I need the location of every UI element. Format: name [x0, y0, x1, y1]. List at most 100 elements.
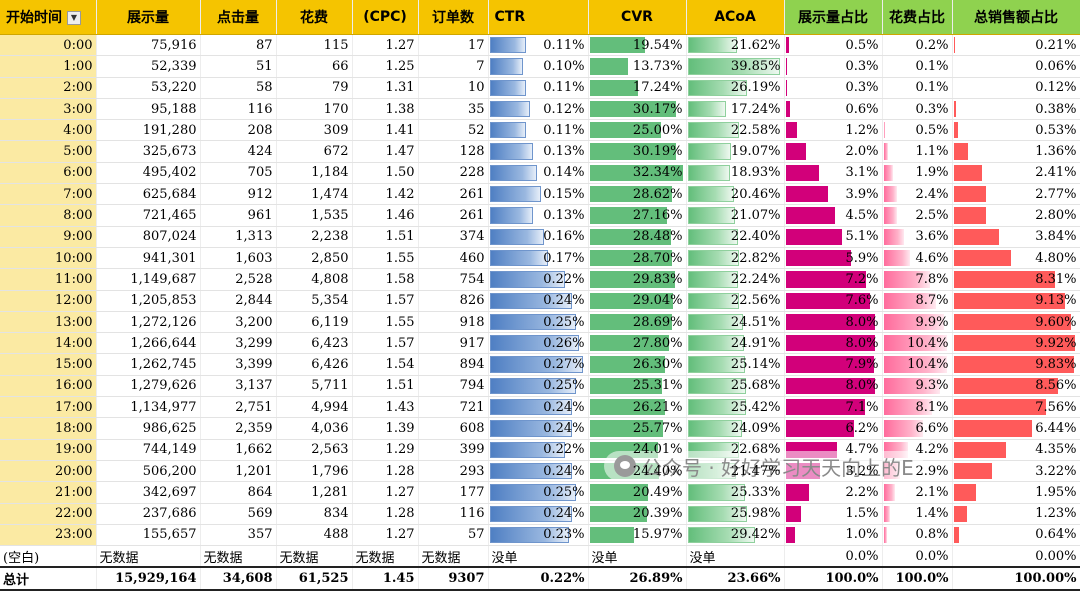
cell-impressions[interactable]: 342,697	[96, 481, 201, 504]
cell-impression-share[interactable]: 0.6%	[784, 98, 883, 121]
cell-ctr[interactable]: 0.17%	[488, 247, 589, 270]
cell-ctr[interactable]: 0.25%	[488, 311, 589, 334]
cell-sales-share[interactable]: 1.95%	[952, 481, 1080, 504]
total-cost[interactable]: 61,525	[276, 566, 353, 591]
cell-ctr[interactable]: 0.25%	[488, 375, 589, 398]
cell-orders[interactable]: 35	[418, 98, 489, 121]
cell-acoa[interactable]: 24.91%	[686, 332, 785, 355]
cell-orders[interactable]: 57	[418, 524, 489, 547]
cell-cvr[interactable]: 28.62%	[588, 183, 687, 206]
cell-time[interactable]: 15:00	[0, 353, 97, 376]
cell-sales-share[interactable]: 0.38%	[952, 98, 1080, 121]
cell-acoa[interactable]: 19.07%	[686, 140, 785, 163]
cell-impression-share[interactable]: 3.9%	[784, 183, 883, 206]
cell-cost[interactable]: 488	[276, 524, 353, 547]
cell-impressions[interactable]: 744,149	[96, 439, 201, 461]
cell-cost[interactable]: 834	[276, 503, 353, 525]
cell-impressions[interactable]: 95,188	[96, 98, 201, 121]
cell-cvr[interactable]: 25.31%	[588, 375, 687, 398]
cell-cvr[interactable]: 29.83%	[588, 268, 687, 291]
cell-ctr[interactable]: 0.12%	[488, 98, 589, 121]
cell-acoa[interactable]: 没单	[686, 545, 785, 568]
cell-impressions[interactable]: 1,279,626	[96, 375, 201, 398]
cell-cost-share[interactable]: 6.6%	[882, 417, 953, 440]
cell-ctr[interactable]: 0.11%	[488, 77, 589, 99]
cell-ctr[interactable]: 0.10%	[488, 55, 589, 78]
cell-time[interactable]: 14:00	[0, 332, 97, 355]
cell-acoa[interactable]: 26.19%	[686, 77, 785, 99]
cell-time[interactable]: 16:00	[0, 375, 97, 398]
cell-ctr[interactable]: 0.24%	[488, 503, 589, 525]
cell-time[interactable]: 6:00	[0, 162, 97, 185]
cell-sales-share[interactable]: 0.12%	[952, 77, 1080, 99]
cell-clicks[interactable]: 58	[200, 77, 277, 99]
cell-cost-share[interactable]: 0.1%	[882, 55, 953, 78]
cell-acoa[interactable]: 25.33%	[686, 481, 785, 504]
cell-cost[interactable]: 672	[276, 140, 353, 163]
cell-cost[interactable]: 1,184	[276, 162, 353, 185]
header-start-time[interactable]: 开始时间 ▼	[0, 0, 97, 35]
cell-cost[interactable]: 2,238	[276, 226, 353, 248]
cell-acoa[interactable]: 25.98%	[686, 503, 785, 525]
cell-cost-share[interactable]: 0.1%	[882, 77, 953, 99]
cell-sales-share[interactable]: 1.36%	[952, 140, 1080, 163]
cell-time[interactable]: 5:00	[0, 140, 97, 163]
cell-acoa[interactable]: 29.42%	[686, 524, 785, 547]
total-ctr[interactable]: 0.22%	[488, 566, 589, 591]
cell-cpc[interactable]: 1.31	[352, 77, 419, 99]
cell-clicks[interactable]: 2,844	[200, 290, 277, 312]
cell-cpc[interactable]: 1.57	[352, 290, 419, 312]
cell-acoa[interactable]: 22.24%	[686, 268, 785, 291]
cell-cvr[interactable]: 19.54%	[588, 34, 687, 57]
cell-ctr[interactable]: 0.16%	[488, 226, 589, 248]
cell-impressions[interactable]: 1,205,853	[96, 290, 201, 312]
cell-ctr[interactable]: 0.11%	[488, 119, 589, 142]
cell-clicks[interactable]: 1,603	[200, 247, 277, 270]
cell-cost-share[interactable]: 8.1%	[882, 396, 953, 419]
cell-impression-share[interactable]: 7.6%	[784, 290, 883, 312]
cell-impression-share[interactable]: 8.0%	[784, 311, 883, 334]
cell-clicks[interactable]: 1,313	[200, 226, 277, 248]
cell-orders[interactable]: 917	[418, 332, 489, 355]
total-cpc[interactable]: 1.45	[352, 566, 419, 591]
cell-sales-share[interactable]: 4.35%	[952, 439, 1080, 461]
cell-impression-share[interactable]: 7.1%	[784, 396, 883, 419]
cell-cpc[interactable]: 1.55	[352, 247, 419, 270]
total-cvr[interactable]: 26.89%	[588, 566, 687, 591]
cell-impressions[interactable]: 721,465	[96, 204, 201, 227]
cell-impression-share[interactable]: 5.1%	[784, 226, 883, 248]
cell-impression-share[interactable]: 5.9%	[784, 247, 883, 270]
cell-ctr[interactable]: 0.22%	[488, 439, 589, 461]
total-clicks[interactable]: 34,608	[200, 566, 277, 591]
cell-clicks[interactable]: 864	[200, 481, 277, 504]
cell-time[interactable]: 7:00	[0, 183, 97, 206]
cell-cost-share[interactable]: 10.4%	[882, 332, 953, 355]
cell-acoa[interactable]: 24.09%	[686, 417, 785, 440]
cell-orders[interactable]: 无数据	[418, 545, 489, 568]
cell-clicks[interactable]: 51	[200, 55, 277, 78]
cell-cost[interactable]: 1,535	[276, 204, 353, 227]
cell-cvr[interactable]: 28.69%	[588, 311, 687, 334]
cell-clicks[interactable]: 3,200	[200, 311, 277, 334]
cell-sales-share[interactable]: 6.44%	[952, 417, 1080, 440]
cell-cost[interactable]: 1,281	[276, 481, 353, 504]
cell-cpc[interactable]: 1.29	[352, 439, 419, 461]
cell-impressions[interactable]: 325,673	[96, 140, 201, 163]
cell-cvr[interactable]: 26.30%	[588, 353, 687, 376]
cell-cpc[interactable]: 1.39	[352, 417, 419, 440]
cell-orders[interactable]: 826	[418, 290, 489, 312]
cell-acoa[interactable]: 22.56%	[686, 290, 785, 312]
cell-impressions[interactable]: 1,149,687	[96, 268, 201, 291]
cell-orders[interactable]: 228	[418, 162, 489, 185]
cell-impressions[interactable]: 506,200	[96, 460, 201, 483]
cell-cpc[interactable]: 1.42	[352, 183, 419, 206]
cell-cost[interactable]: 79	[276, 77, 353, 99]
cell-acoa[interactable]: 22.58%	[686, 119, 785, 142]
cell-cost[interactable]: 66	[276, 55, 353, 78]
cell-clicks[interactable]: 569	[200, 503, 277, 525]
cell-cost[interactable]: 无数据	[276, 545, 353, 568]
cell-cost[interactable]: 170	[276, 98, 353, 121]
cell-cpc[interactable]: 1.27	[352, 524, 419, 547]
cell-impression-share[interactable]: 1.0%	[784, 524, 883, 547]
cell-acoa[interactable]: 18.93%	[686, 162, 785, 185]
